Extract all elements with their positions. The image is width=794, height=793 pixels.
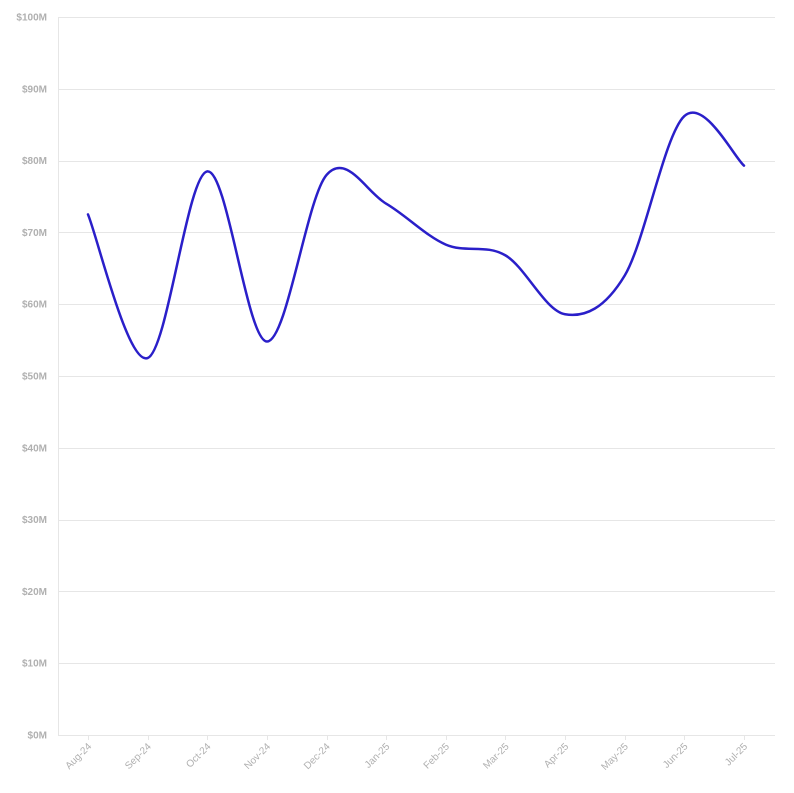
x-tick-label: Feb-25 <box>422 741 452 771</box>
x-tick-label: Jul-25 <box>723 741 750 768</box>
x-tick-label: Apr-25 <box>542 741 571 770</box>
y-tick-label: $50M <box>22 372 47 383</box>
x-tick-label: Dec-24 <box>302 741 333 772</box>
y-axis: $0M $10M $20M $30M $40M $50M $60M $70M $80M $90M $… <box>16 13 59 742</box>
x-tick-label: Oct-24 <box>184 741 213 770</box>
y-tick-label: $40M <box>22 443 47 454</box>
y-tick-label: $60M <box>22 300 47 311</box>
x-tick-label: Mar-25 <box>481 741 511 771</box>
y-tick-label: $10M <box>22 659 47 670</box>
x-axis: Aug-24 Sep-24 Oct-24 Nov-24 Dec-24 Jan-25 Feb-… <box>64 735 750 773</box>
x-tick-label: May-25 <box>599 741 631 773</box>
grid-layer <box>58 17 775 736</box>
y-tick-label: $90M <box>22 84 47 95</box>
x-tick-label: Nov-24 <box>242 741 273 772</box>
y-tick-label: $80M <box>22 156 47 167</box>
series-line <box>86 111 746 360</box>
x-tick-label: Aug-24 <box>64 741 95 772</box>
y-tick-label: $100M <box>16 13 47 24</box>
y-tick-label: $0M <box>28 731 47 742</box>
x-tick-label: Jun-25 <box>661 741 691 771</box>
y-tick-label: $30M <box>22 515 47 526</box>
y-tick-label: $70M <box>22 228 47 239</box>
series-layer <box>86 111 746 360</box>
x-tick-label: Jan-25 <box>363 741 393 771</box>
y-tick-label: $20M <box>22 587 47 598</box>
x-tick-label: Sep-24 <box>123 741 154 772</box>
